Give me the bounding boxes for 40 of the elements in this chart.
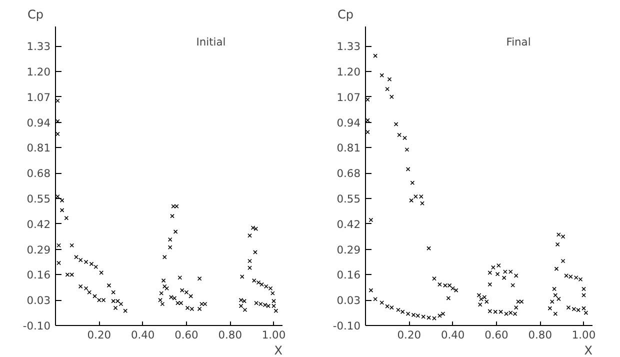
y-tick-label: 0.03 <box>336 294 361 308</box>
x-tick-label: 1.00 <box>572 328 596 342</box>
y-tick-label: 1.33 <box>26 40 51 54</box>
y-tick-label: 1.20 <box>336 65 361 78</box>
y-tick-label: 0.55 <box>336 192 361 206</box>
y-tick-label: 1.20 <box>26 65 51 78</box>
x-tick-label: 0.80 <box>528 328 552 342</box>
y-tick-label: 0.94 <box>336 116 361 130</box>
x-tick-label: 0.20 <box>397 328 422 342</box>
y-tick-label: 0.03 <box>26 294 51 308</box>
y-tick-label: 0.68 <box>26 167 51 180</box>
text: Final <box>506 36 531 48</box>
x-tick-label: 0.40 <box>440 328 465 342</box>
y-tick-label: -0.10 <box>332 320 361 332</box>
y-tick-label: 0.42 <box>336 218 361 231</box>
x-tick-label: 0.40 <box>130 328 155 342</box>
y-tick-label: 1.07 <box>336 90 361 104</box>
text: Initial <box>196 36 226 48</box>
x-tick-label: 0.80 <box>218 328 242 342</box>
x-axis-title: X <box>584 344 593 357</box>
y-tick-label: 1.33 <box>336 40 361 54</box>
y-tick-label: 0.42 <box>26 218 51 231</box>
y-tick-label: 0.55 <box>26 192 51 206</box>
x-tick-label: 1.00 <box>262 328 286 342</box>
x-axis-title: X <box>274 344 283 357</box>
y-tick-label: 0.16 <box>336 268 361 282</box>
y-axis-title: Cp <box>338 8 354 22</box>
y-tick-label: 0.81 <box>26 142 51 155</box>
y-tick-label: -0.10 <box>22 320 51 332</box>
y-tick-label: 0.68 <box>336 167 361 180</box>
y-tick-label: 0.16 <box>26 268 51 282</box>
y-tick-label: 0.81 <box>336 142 361 155</box>
y-tick-label: 0.94 <box>26 116 51 130</box>
y-tick-label: 1.07 <box>26 90 51 104</box>
y-tick-label: 0.29 <box>26 243 51 256</box>
x-tick-label: 0.60 <box>174 328 199 342</box>
y-axis-title: Cp <box>28 8 44 22</box>
x-tick-label: 0.60 <box>484 328 509 342</box>
x-tick-label: 0.20 <box>87 328 112 342</box>
y-tick-label: 0.29 <box>336 243 361 256</box>
